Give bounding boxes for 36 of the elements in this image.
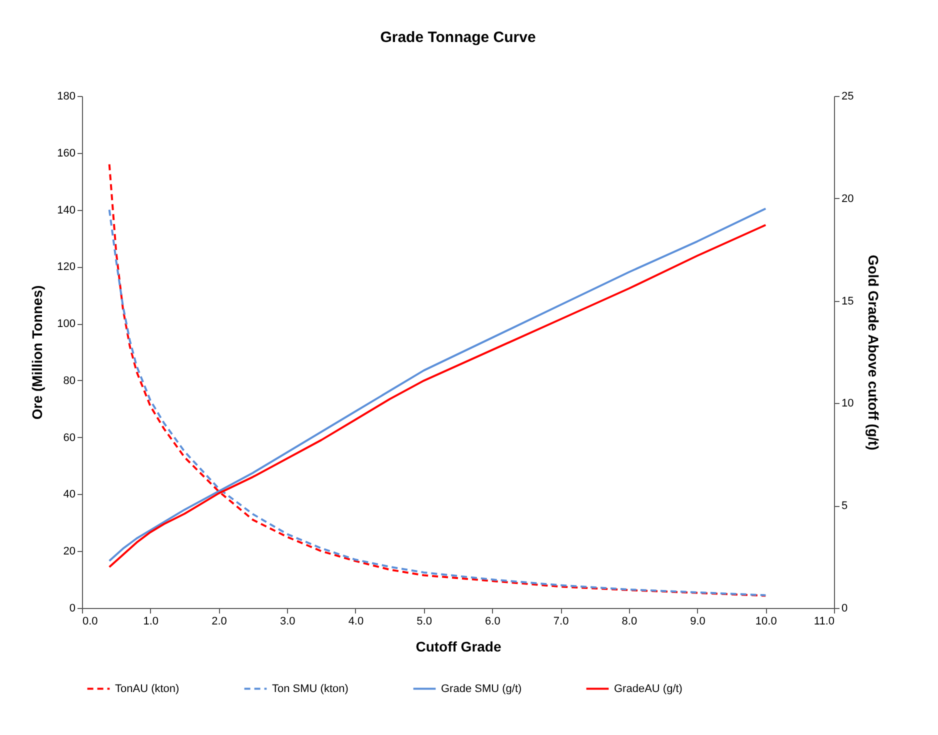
- chart-title: Grade Tonnage Curve: [380, 29, 536, 46]
- y2-tick-label: 0: [842, 602, 848, 614]
- y-tick-label: 180: [57, 90, 76, 102]
- y2-tick-label: 20: [842, 192, 854, 205]
- y-tick-label: 120: [57, 261, 76, 274]
- x-tick-label: 0.0: [82, 616, 98, 628]
- x-tick-label: 11.0: [814, 616, 834, 628]
- x-tick-label: 1.0: [143, 616, 159, 628]
- x-tick-label: 9.0: [690, 616, 706, 628]
- y-axis-title: Ore (Million Tonnes): [29, 285, 46, 420]
- legend-label: Ton SMU (kton): [272, 682, 348, 695]
- y2-axis-title: Gold Grade Above cutoff (g/t): [866, 254, 882, 450]
- y2-tick-label: 5: [842, 500, 848, 512]
- x-tick-label: 6.0: [485, 616, 500, 628]
- y-tick-label: 40: [63, 488, 76, 501]
- x-tick-label: 8.0: [622, 616, 638, 628]
- x-tick-label: 7.0: [553, 616, 569, 628]
- y-tick-label: 0: [69, 602, 76, 614]
- x-tick-label: 3.0: [280, 616, 296, 628]
- legend-label: Grade SMU (g/t): [441, 682, 522, 695]
- y-tick-label: 100: [57, 318, 76, 330]
- y-tick-label: 80: [63, 374, 76, 387]
- legend-label: GradeAU (g/t): [614, 682, 682, 695]
- y2-tick-label: 25: [842, 90, 854, 102]
- y-tick-label: 20: [63, 546, 76, 558]
- x-tick-label: 4.0: [348, 616, 364, 628]
- x-tick-label: 5.0: [416, 616, 432, 628]
- legend-label: TonAU (kton): [115, 682, 180, 695]
- y-tick-label: 60: [63, 432, 76, 444]
- y2-tick-label: 15: [842, 295, 854, 308]
- x-tick-label: 10.0: [755, 616, 777, 628]
- x-tick-label: 2.0: [212, 616, 227, 628]
- y2-tick-label: 10: [842, 398, 854, 410]
- y-tick-label: 140: [57, 204, 76, 216]
- y-tick-label: 160: [57, 147, 76, 160]
- x-axis-title: Cutoff Grade: [416, 638, 502, 654]
